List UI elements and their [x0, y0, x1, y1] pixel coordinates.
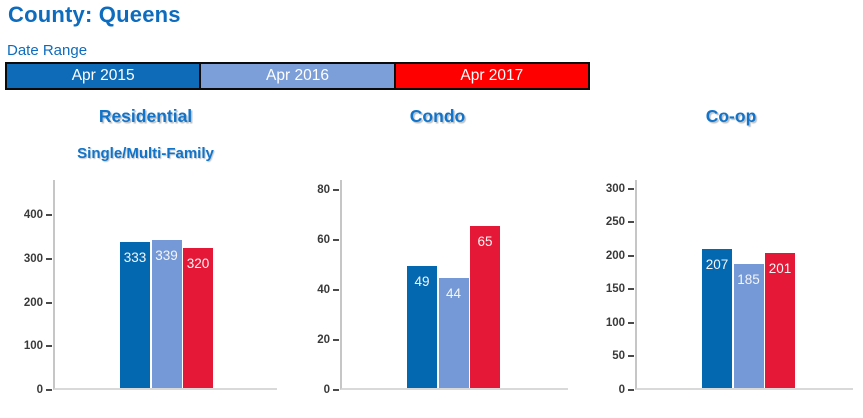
y-axis-tick-label: 300: [23, 252, 43, 265]
y-axis-tick-label: 0: [323, 384, 330, 396]
co-op-bar-chart: 0 50 100 150 200 250 300 207 185 201: [606, 180, 853, 396]
y-axis-tick-mark: [46, 345, 52, 348]
y-axis-tick-mark: [46, 214, 52, 216]
residential-bar-chart: 0 100 200 300 400 333 339 320: [24, 180, 277, 396]
bar-apr-2017: 320: [183, 248, 213, 388]
y-axis-tick-label: 200: [23, 296, 43, 309]
y-axis-tick-label: 100: [23, 340, 43, 353]
page-title: County: Queens: [8, 2, 181, 27]
chart-subtitle-single-multi-family: Single/Multi-Family: [77, 145, 214, 162]
y-axis-tick-mark: [628, 355, 634, 358]
y-axis-tick-mark: [628, 187, 634, 190]
y-axis-tick-label: 0: [36, 384, 43, 396]
y-axis-tick-mark: [628, 321, 634, 324]
date-range-legend: Apr 2015 Apr 2016 Apr 2017: [5, 62, 590, 90]
bar-apr-2015: 207: [702, 249, 732, 388]
bar-value-label: 185: [737, 271, 760, 287]
y-axis-tick-label: 100: [605, 316, 625, 329]
bar-value-label: 44: [445, 286, 462, 301]
y-axis-tick-mark: [628, 288, 634, 291]
bar-value-label: 207: [705, 257, 729, 273]
y-axis-tick-mark: [333, 239, 339, 241]
date-range-label: Date Range: [7, 42, 88, 59]
bar-apr-2016: 44: [438, 278, 469, 388]
y-axis-tick-mark: [333, 389, 339, 391]
bar-apr-2015: 333: [120, 242, 150, 388]
y-axis-tick-label: 50: [612, 350, 625, 363]
bar-apr-2017: 201: [765, 253, 795, 388]
y-axis-tick-label: 300: [605, 182, 625, 195]
bar-value-label: 333: [123, 250, 147, 266]
y-axis-tick-label: 400: [23, 209, 43, 221]
y-axis-tick-mark: [628, 221, 634, 224]
legend-item-apr-2017[interactable]: Apr 2017: [393, 62, 590, 90]
legend-item-apr-2016[interactable]: Apr 2016: [199, 62, 396, 90]
bar-apr-2015: 49: [407, 265, 437, 388]
legend-item-apr-2015[interactable]: Apr 2015: [5, 62, 202, 90]
y-axis-tick-label: 60: [317, 234, 330, 246]
bar-apr-2017: 65: [470, 225, 500, 388]
y-axis-tick-mark: [333, 289, 339, 291]
y-axis-tick-mark: [333, 339, 339, 341]
chart-title-residential: Residential: [98, 106, 193, 126]
y-axis-tick-label: 0: [618, 384, 625, 396]
bar-value-label: 201: [768, 261, 792, 277]
chart-title-co-op: Co-op: [705, 106, 757, 126]
y-axis-tick-label: 150: [605, 283, 625, 296]
y-axis-tick-mark: [46, 301, 52, 304]
chart-title-condo: Condo: [409, 106, 466, 126]
bar-value-label: 49: [414, 273, 430, 289]
y-axis-tick-label: 200: [605, 249, 625, 262]
y-axis-tick-label: 250: [605, 216, 625, 229]
y-axis-tick-label: 20: [317, 334, 330, 346]
y-axis-tick-label: 40: [317, 284, 330, 296]
y-axis-tick-mark: [46, 257, 52, 260]
y-axis-tick-label: 80: [317, 184, 330, 196]
y-axis-tick-mark: [628, 254, 634, 257]
y-axis-tick-mark: [46, 389, 52, 391]
y-axis-tick-mark: [628, 389, 634, 391]
y-axis-tick-mark: [333, 189, 339, 191]
condo-bar-chart: 0 20 40 60 80 49 44 65: [317, 180, 568, 396]
bar-value-label: 339: [155, 247, 178, 263]
bar-value-label: 320: [186, 256, 210, 271]
bar-apr-2016: 339: [151, 239, 182, 388]
bar-value-label: 65: [477, 233, 493, 249]
bar-apr-2016: 185: [733, 263, 764, 388]
